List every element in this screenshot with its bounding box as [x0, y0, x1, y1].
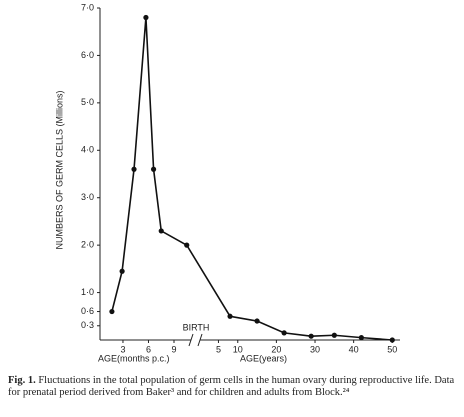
x-tick-label: 6 — [146, 344, 151, 354]
marker — [119, 268, 125, 274]
y-tick-label: 5·0 — [81, 97, 94, 107]
y-tick-label: 1·0 — [81, 287, 94, 297]
axis-break — [188, 333, 194, 347]
connector-line — [186, 244, 231, 317]
x-tick-label: 5 — [216, 344, 221, 354]
x-tick-label: 20 — [271, 344, 281, 354]
y-tick-label: 4·0 — [81, 145, 94, 155]
x-axis-title: AGE(months p.c.) — [98, 353, 170, 363]
y-tick-label: 0·3 — [81, 320, 94, 330]
marker — [254, 318, 260, 324]
marker — [358, 335, 364, 341]
x-tick-label: 10 — [233, 344, 243, 354]
marker — [389, 337, 395, 343]
y-axis-title: NUMBERS OF GERM CELLS (Millions) — [54, 90, 64, 249]
marker — [308, 333, 314, 339]
birth-label: BIRTH — [183, 322, 210, 332]
caption: Fig. 1. Fluctuations in the total popula… — [8, 375, 458, 399]
y-tick-label: 3·0 — [81, 192, 94, 202]
caption-label: Fig. 1. — [8, 375, 36, 386]
marker — [281, 330, 287, 336]
y-tick-label: 0·6 — [81, 306, 94, 316]
caption-text: Fluctuations in the total population of … — [8, 375, 455, 398]
x-tick-label: 40 — [349, 344, 359, 354]
x-tick-label: 3 — [120, 344, 125, 354]
marker — [131, 166, 137, 172]
marker — [158, 228, 164, 234]
x-tick-label: 30 — [310, 344, 320, 354]
chart: NUMBERS OF GERM CELLS (Millions) AGE(mon… — [54, 2, 400, 363]
x-tick-label: 9 — [171, 344, 176, 354]
y-tick-label: 7·0 — [81, 2, 94, 12]
line — [111, 17, 188, 312]
axis-break — [197, 333, 203, 347]
marker — [143, 14, 149, 21]
marker — [150, 166, 157, 172]
marker — [331, 332, 337, 338]
y-tick-label: 2·0 — [81, 240, 94, 250]
x-tick-label: 50 — [387, 344, 397, 354]
x-axis-title: AGE(years) — [240, 353, 287, 363]
y-tick-label: 6·0 — [81, 50, 94, 60]
marker — [109, 308, 115, 315]
